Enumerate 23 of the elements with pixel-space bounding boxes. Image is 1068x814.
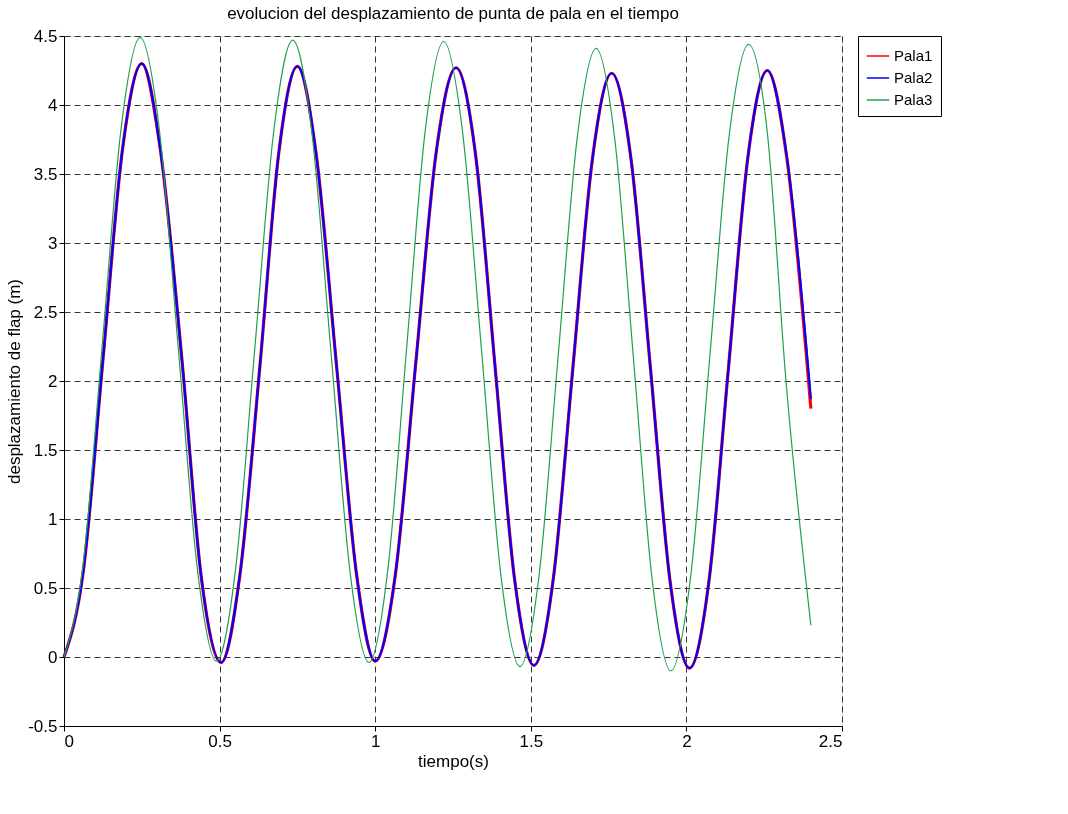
y-tick-label: 2.5 xyxy=(33,302,58,322)
y-tick-label: 1.5 xyxy=(33,440,58,460)
y-tick-label: 0.5 xyxy=(33,578,58,598)
x-tick-label: 0.5 xyxy=(208,731,232,751)
y-axis-title: desplazamiento de flap (m) xyxy=(5,278,25,485)
y-tick-label: 4.5 xyxy=(33,26,58,46)
legend-label: Pala2 xyxy=(894,69,933,86)
y-tick-label: -0.5 xyxy=(28,716,58,736)
x-axis-title: tiempo(s) xyxy=(418,751,489,771)
y-tick-label: 1 xyxy=(48,509,58,529)
x-tick-label: 1.5 xyxy=(519,731,544,751)
chart-title: evolucion del desplazamiento de punta de pala en el tiempo xyxy=(227,4,679,23)
legend-label: Pala3 xyxy=(894,91,933,108)
y-tick-label: 0 xyxy=(48,647,58,667)
y-tick-label: 2 xyxy=(48,371,58,391)
x-tick-label: 2 xyxy=(682,731,692,751)
y-tick-label: 3.5 xyxy=(33,164,58,184)
y-tick-label: 3 xyxy=(48,233,58,253)
y-tick-label: 4 xyxy=(48,95,58,115)
legend-label: Pala1 xyxy=(894,47,933,64)
x-tick-label: 2.5 xyxy=(818,731,843,751)
x-tick-label: 1 xyxy=(370,731,381,751)
x-tick-label: 0 xyxy=(64,731,74,751)
